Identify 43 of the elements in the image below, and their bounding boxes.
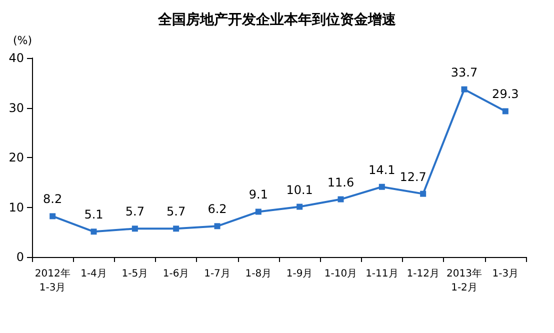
- data-label: 14.1: [368, 162, 396, 177]
- data-label: 5.7: [125, 204, 144, 219]
- y-tick-label: 40: [8, 51, 24, 65]
- data-label: 10.1: [286, 182, 313, 197]
- point: [50, 213, 56, 220]
- x-tick-label: 1-10月: [324, 268, 358, 280]
- x-tick-label: 1-9月: [286, 268, 313, 280]
- y-tick-label: 30: [8, 100, 24, 115]
- point: [461, 86, 468, 92]
- point: [132, 226, 138, 232]
- x-tick-label: 1-6月: [162, 268, 190, 280]
- point: [338, 196, 344, 202]
- point: [502, 108, 508, 114]
- y-tick-label: 20: [8, 150, 24, 164]
- data-label: 33.7: [450, 65, 478, 80]
- x-tick-label: 1-7月: [204, 268, 230, 280]
- x-tick-label: 1-3月: [492, 268, 519, 280]
- x-tick-label: 1-5月: [122, 268, 148, 280]
- x-tick-label: 2013年 1-2月: [446, 268, 482, 294]
- x-tick-label: 1-12月: [406, 268, 440, 280]
- data-label: 5.7: [166, 204, 186, 219]
- data-label: 9.1: [248, 188, 268, 202]
- point: [255, 208, 262, 215]
- point: [378, 184, 385, 190]
- y-tick-label: 0: [16, 250, 24, 264]
- x-tick-label: 1-11月: [366, 268, 398, 280]
- point: [173, 226, 180, 232]
- y-tick-label: 10: [8, 200, 24, 214]
- y-axis-title: (%): [12, 34, 32, 47]
- data-label: 29.3: [492, 87, 519, 102]
- point: [296, 204, 303, 210]
- data-label: 11.6: [327, 175, 354, 190]
- x-tick-label: 1-4月: [80, 268, 107, 280]
- x-tick-label: 1-8月: [245, 268, 272, 280]
- point: [214, 223, 220, 230]
- point: [420, 190, 426, 197]
- point: [90, 228, 97, 235]
- data-label: 12.7: [400, 170, 426, 184]
- data-label: 5.1: [84, 208, 104, 222]
- x-tick-label: 2012年 1-3月: [34, 268, 70, 294]
- data-label: 6.2: [208, 202, 227, 216]
- data-label: 8.2: [43, 192, 62, 206]
- chart-title: 全国房地产开发企业本年到位资金增速: [157, 11, 397, 28]
